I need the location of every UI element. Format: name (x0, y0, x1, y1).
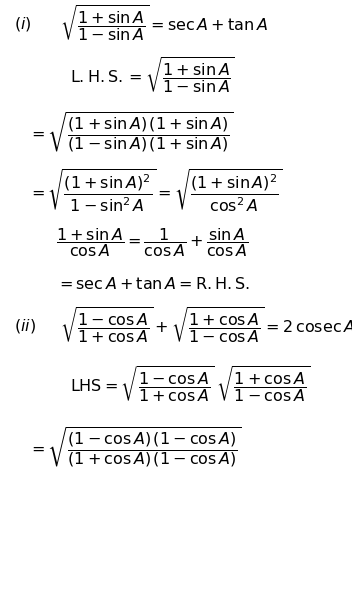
Text: $= \sec A + \tan A = \mathrm{R.H.S.}$: $= \sec A + \tan A = \mathrm{R.H.S.}$ (56, 276, 251, 292)
Text: $\mathrm{L.H.S.} = \sqrt{\dfrac{1+\sin A}{1-\sin A}}$: $\mathrm{L.H.S.} = \sqrt{\dfrac{1+\sin A… (70, 56, 235, 97)
Text: $\dfrac{1+\sin A}{\cos A} = \dfrac{1}{\cos A} + \dfrac{\sin A}{\cos A}$: $\dfrac{1+\sin A}{\cos A} = \dfrac{1}{\c… (56, 226, 249, 259)
Text: $= \sqrt{\dfrac{(1-\cos A)\,(1-\cos A)}{(1+\cos A)\,(1-\cos A)}}$: $= \sqrt{\dfrac{(1-\cos A)\,(1-\cos A)}{… (28, 426, 242, 470)
Text: $(i)$: $(i)$ (14, 15, 32, 34)
Text: $(ii)$: $(ii)$ (14, 317, 36, 335)
Text: $= \sqrt{\dfrac{(1+\sin A)\,(1+\sin A)}{(1-\sin A)\,(1+\sin A)}}$: $= \sqrt{\dfrac{(1+\sin A)\,(1+\sin A)}{… (28, 111, 234, 155)
Text: $\sqrt{\dfrac{1+\sin A}{1-\sin A}} = \sec A + \tan A$: $\sqrt{\dfrac{1+\sin A}{1-\sin A}} = \se… (60, 4, 268, 45)
Text: $\mathrm{LHS} = \sqrt{\dfrac{1-\cos A}{1+\cos A}}\;\sqrt{\dfrac{1+\cos A}{1-\cos: $\mathrm{LHS} = \sqrt{\dfrac{1-\cos A}{1… (70, 365, 311, 405)
Text: $\sqrt{\dfrac{1-\cos A}{1+\cos A}} + \sqrt{\dfrac{1+\cos A}{1-\cos A}} = 2\,\mat: $\sqrt{\dfrac{1-\cos A}{1+\cos A}} + \sq… (60, 306, 352, 346)
Text: $= \sqrt{\dfrac{(1+\sin A)^2}{1-\sin^2 A}} = \sqrt{\dfrac{(1+\sin A)^2}{\cos^2 A: $= \sqrt{\dfrac{(1+\sin A)^2}{1-\sin^2 A… (28, 167, 283, 214)
